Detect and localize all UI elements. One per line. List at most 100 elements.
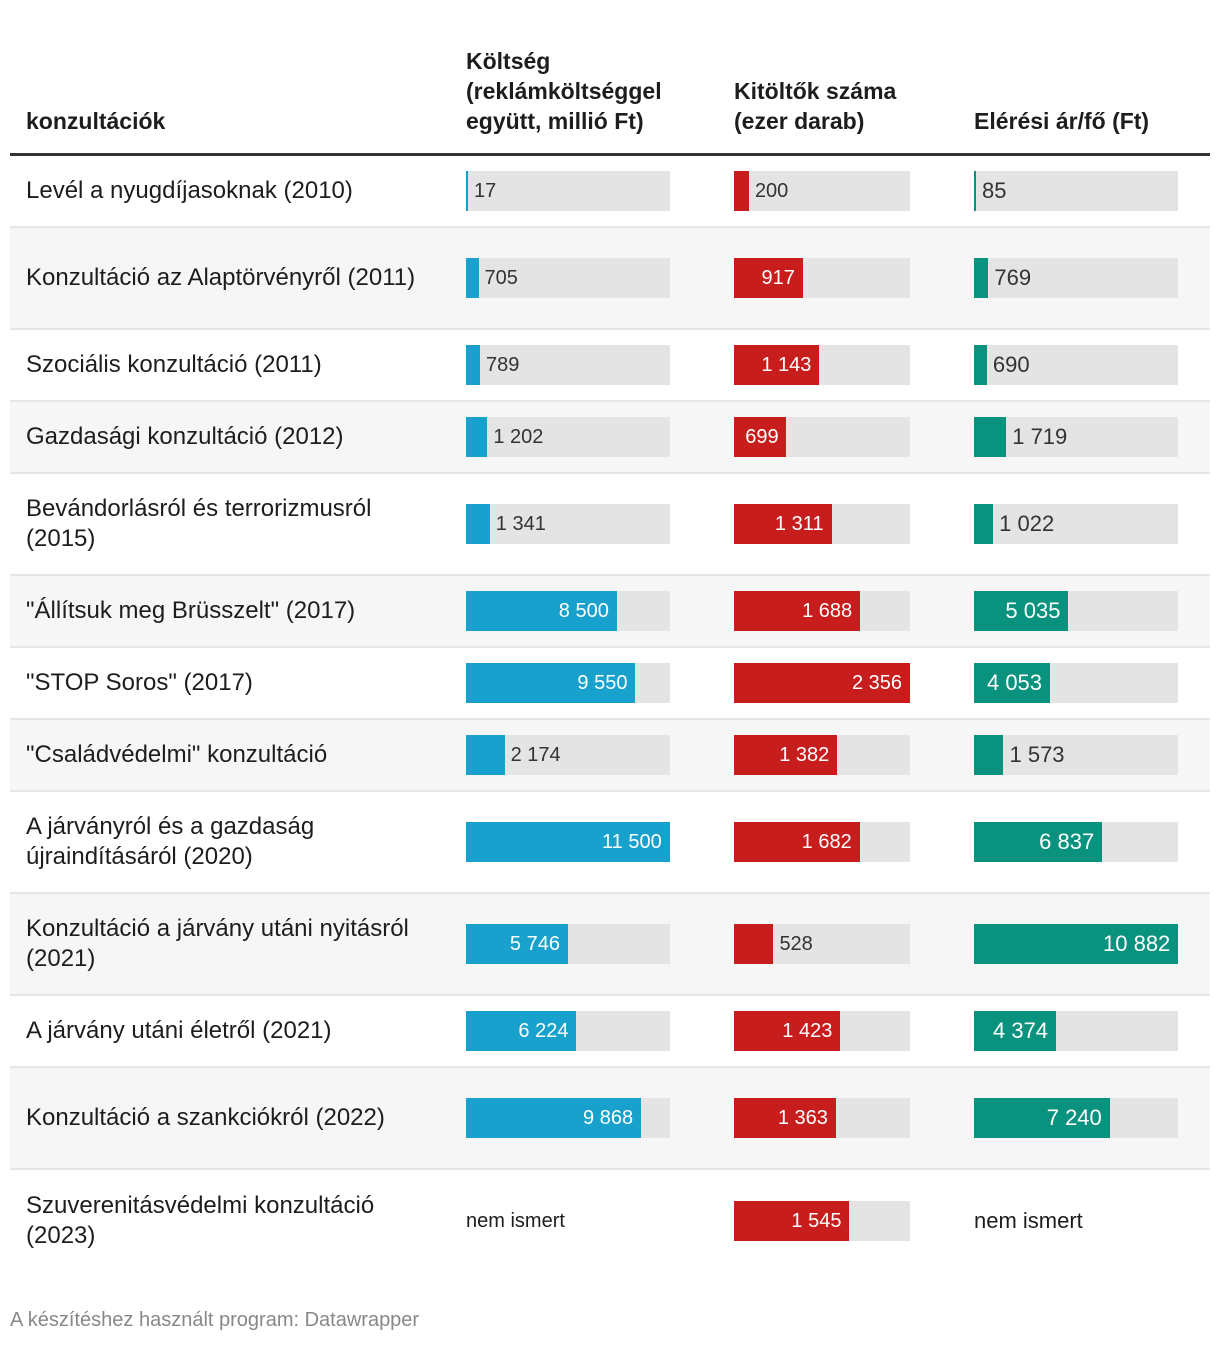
price-bar-track (974, 258, 1178, 298)
cost-bar (466, 924, 568, 964)
cost-cell: 789 (466, 345, 670, 385)
table-row: "STOP Soros" (2017) 9 550 2 356 4 053 (10, 648, 1210, 720)
cost-value-label: 5 746 (509, 933, 560, 955)
respondents-cell: 699 (734, 417, 910, 457)
price-bar-track (974, 417, 1178, 457)
cost-cell: 17 (466, 171, 670, 211)
respondents-bar (734, 171, 749, 211)
respondents-cell: 1 682 (734, 822, 910, 862)
cost-bar-track (466, 258, 670, 298)
price-bar (974, 1098, 1110, 1138)
cost-bar (466, 1011, 577, 1051)
cost-bar (466, 504, 490, 544)
respondents-bar (734, 1098, 836, 1138)
row-label: Gazdasági konzultáció (2012) (26, 423, 344, 450)
cost-cell: nem ismert (466, 1201, 670, 1241)
respondents-value-label: 200 (754, 180, 789, 202)
respondents-cell: 200 (734, 171, 910, 211)
cost-bar (466, 258, 479, 298)
price-bar (974, 171, 976, 211)
price-value-label: 1 719 (1012, 424, 1068, 449)
cost-value-label: 9 550 (577, 672, 628, 694)
row-label: Levél a nyugdíjasoknak (2010) (26, 177, 353, 204)
price-cell: 85 (974, 171, 1178, 211)
header-cost: Költség (reklámköltséggel együtt, millió… (466, 48, 662, 134)
respondents-bar (734, 663, 910, 703)
cost-cell: 11 500 (466, 822, 670, 862)
respondents-cell: 2 356 (734, 663, 910, 703)
cost-value-label: 1 202 (493, 426, 544, 448)
price-value-label: 690 (992, 352, 1030, 377)
price-bar (974, 822, 1103, 862)
price-bar (974, 924, 1178, 964)
respondents-bar (734, 345, 820, 385)
table-row: "Családvédelmi" konzultáció 2 174 1 382 1 5… (10, 720, 1210, 792)
cost-value-label: 705 (484, 267, 518, 289)
cost-cell: 9 550 (466, 663, 670, 703)
price-bar (974, 735, 1004, 775)
row-label: Szociális konzultáció (2011) (26, 351, 322, 378)
cost-bar-track (466, 417, 670, 457)
row-label: Bevándorlásról és terrorizmusról (2015) (26, 495, 372, 552)
price-value-label: 769 (994, 265, 1032, 290)
cost-value-label: 2 174 (510, 744, 561, 766)
row-label: A járvány utáni életről (2021) (26, 1017, 332, 1044)
cost-cell: 5 746 (466, 924, 670, 964)
cost-cell: 9 868 (466, 1098, 670, 1138)
header-name: konzultációk (26, 108, 166, 134)
price-value-label: 6 837 (1039, 829, 1095, 854)
price-value-label: nem ismert (974, 1208, 1083, 1233)
price-bar-track (974, 171, 1178, 211)
respondents-value-label: 917 (761, 267, 795, 289)
price-bar (974, 417, 1007, 457)
respondents-value-label: 1 682 (801, 831, 852, 853)
cost-cell: 705 (466, 258, 670, 298)
cost-value-label: 1 341 (495, 513, 546, 535)
cost-bar (466, 345, 480, 385)
cost-bar (466, 1098, 642, 1138)
table-row: A járvány utáni életről (2021) 6 224 1 423… (10, 996, 1210, 1068)
cost-value-label: 6 224 (518, 1020, 569, 1042)
price-bar (974, 345, 987, 385)
respondents-value-label: 1 143 (761, 354, 812, 376)
cost-value-label: 11 500 (602, 831, 662, 853)
respondents-cell: 1 688 (734, 591, 910, 631)
table-row: "Állítsuk meg Brüsszelt" (2017) 8 500 1 68… (10, 576, 1210, 648)
cost-value-label: nem ismert (466, 1210, 565, 1232)
respondents-cell: 1 363 (734, 1098, 910, 1138)
table-row: Gazdasági konzultáció (2012) 1 202 699 1 71… (10, 402, 1210, 474)
price-value-label: 4 053 (986, 670, 1043, 695)
respondents-cell: 528 (734, 924, 910, 964)
row-label: Konzultáció az Alaptörvényről (2011) (26, 264, 416, 291)
table-row: A járványról és a gazdaság újraindításár… (10, 792, 1210, 894)
table-row: Levél a nyugdíjasoknak (2010) 17 200 85 (10, 156, 1210, 228)
respondents-value-label: 1 382 (779, 744, 830, 766)
price-value-label: 85 (982, 178, 1007, 203)
price-cell: 5 035 (974, 591, 1178, 631)
cost-bar-track (466, 171, 670, 211)
cost-bar (466, 735, 505, 775)
respondents-value-label: 1 545 (791, 1210, 842, 1232)
price-bar-track (974, 345, 1178, 385)
cost-bar-track (466, 504, 670, 544)
price-cell: 1 022 (974, 504, 1178, 544)
cost-value-label: 17 (474, 180, 497, 202)
respondents-value-label: 528 (779, 933, 813, 955)
price-cell: 6 837 (974, 822, 1178, 862)
row-label: Konzultáció a szankciókról (2022) (26, 1104, 385, 1131)
row-label: "Családvédelmi" konzultáció (26, 741, 328, 768)
respondents-cell: 1 423 (734, 1011, 910, 1051)
footer-credit: A készítéshez használt program: Datawrap… (10, 1309, 420, 1331)
price-cell: 4 053 (974, 663, 1178, 703)
price-bar (974, 591, 1069, 631)
price-value-label: 5 035 (1005, 598, 1061, 623)
row-label: Szuverenitásvédelmi konzultáció (2023) (26, 1192, 375, 1249)
row-label: "STOP Soros" (2017) (26, 669, 253, 696)
cost-value-label: 789 (485, 354, 520, 376)
price-bar-track (974, 504, 1178, 544)
respondents-bar (734, 735, 838, 775)
table-row: Konzultáció a járvány utáni nyitásról (2… (10, 894, 1210, 996)
cost-cell: 1 202 (466, 417, 670, 457)
respondents-bar-track (734, 171, 910, 211)
cost-bar (466, 591, 617, 631)
